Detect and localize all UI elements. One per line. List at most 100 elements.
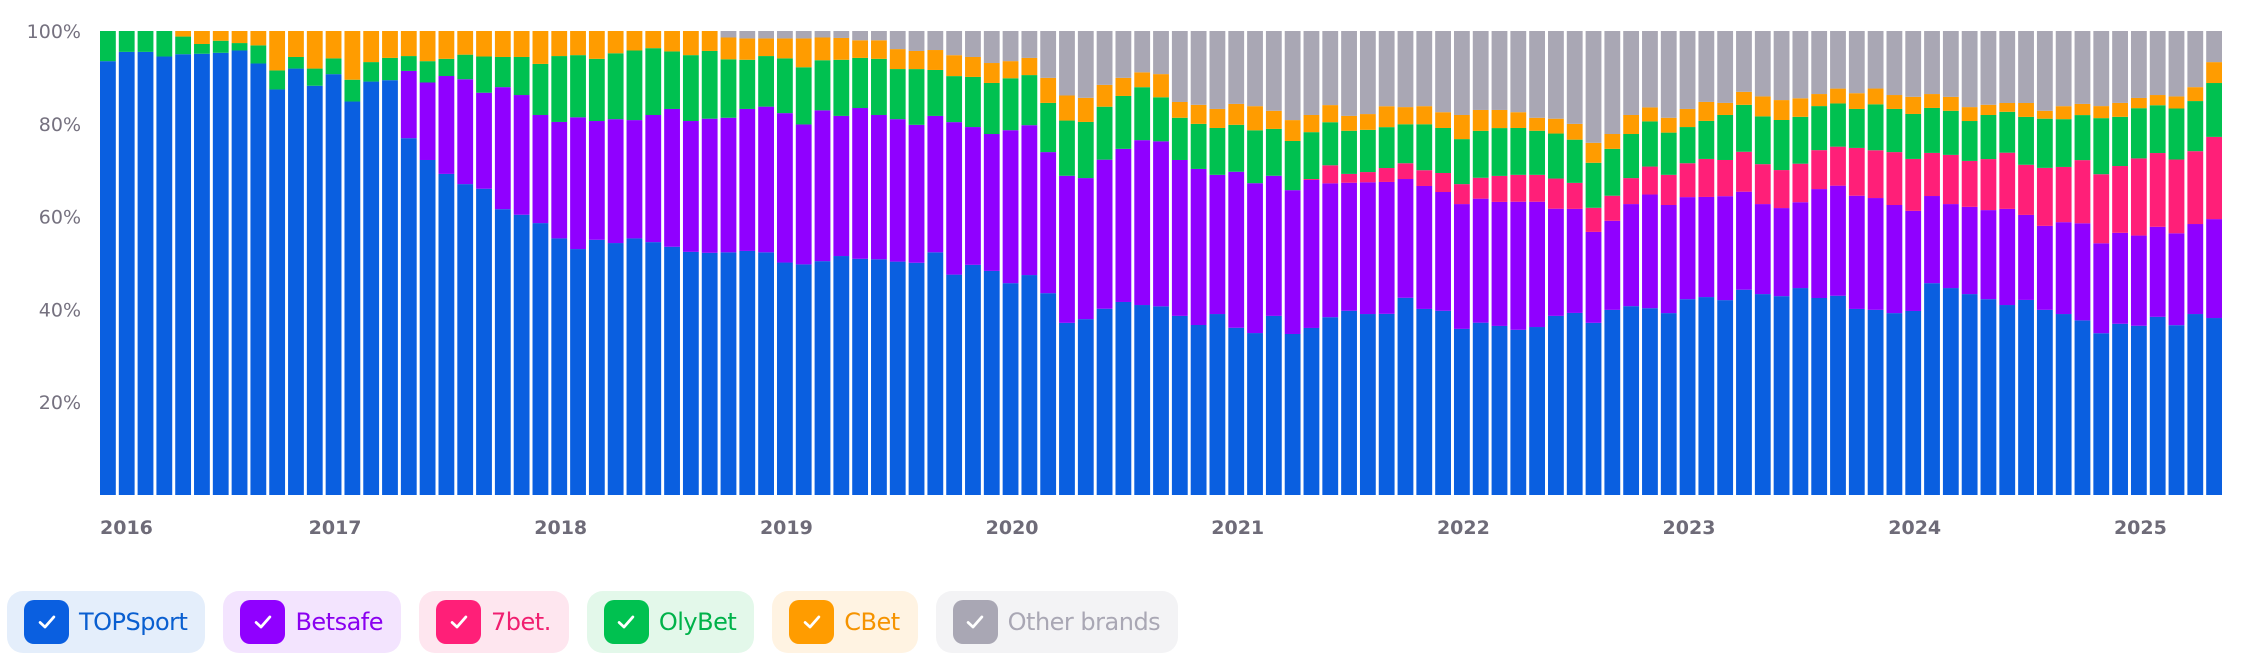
bar-segment-topsport[interactable] (212, 52, 229, 496)
bar-segment-cbet[interactable] (1472, 109, 1489, 131)
bar-stack[interactable] (1660, 31, 1677, 495)
bar-segment-topsport[interactable] (175, 54, 192, 495)
bar-segment-topsport[interactable] (682, 251, 699, 495)
bar-stack[interactable] (776, 31, 793, 495)
bar-segment-other-brands[interactable] (889, 31, 906, 50)
bar-stack[interactable] (551, 31, 568, 495)
bar-segment-cbet[interactable] (871, 40, 887, 59)
bar-segment-topsport[interactable] (288, 68, 304, 495)
bar-stack[interactable] (1153, 31, 1169, 495)
bar-segment-7bet[interactable] (1585, 207, 1602, 232)
bar-segment-cbet[interactable] (983, 63, 1000, 83)
bar-segment-olybet[interactable] (1792, 116, 1809, 164)
bar-segment-topsport[interactable] (701, 252, 718, 495)
bar-segment-cbet[interactable] (1190, 104, 1207, 124)
bar-segment-7bet[interactable] (1529, 174, 1546, 202)
bar-stack[interactable] (476, 31, 492, 495)
bar-segment-olybet[interactable] (1359, 129, 1376, 173)
bar-stack[interactable] (1115, 31, 1132, 495)
bar-segment-cbet[interactable] (438, 31, 455, 59)
bar-segment-olybet[interactable] (1040, 102, 1057, 153)
bar-segment-topsport[interactable] (1585, 322, 1602, 495)
bar-segment-cbet[interactable] (1077, 97, 1094, 122)
bar-segment-topsport[interactable] (100, 61, 116, 495)
bar-segment-betsafe[interactable] (682, 121, 699, 252)
bar-segment-cbet[interactable] (758, 38, 774, 57)
bar-segment-topsport[interactable] (476, 188, 492, 495)
bar-segment-cbet[interactable] (739, 38, 756, 60)
bar-stack[interactable] (1359, 31, 1376, 495)
bar-segment-7bet[interactable] (1905, 158, 1922, 211)
bar-segment-cbet[interactable] (1171, 101, 1188, 118)
legend-checkbox[interactable] (952, 600, 998, 644)
bar-segment-cbet[interactable] (1359, 114, 1376, 130)
bar-stack[interactable] (2149, 31, 2166, 495)
bar-segment-7bet[interactable] (1698, 158, 1715, 197)
bar-segment-topsport[interactable] (1642, 308, 1658, 495)
bar-stack[interactable] (1867, 31, 1884, 495)
bar-segment-olybet[interactable] (1604, 148, 1621, 196)
legend-item-cbet[interactable]: CBet (772, 591, 918, 653)
bar-segment-topsport[interactable] (1134, 305, 1151, 495)
bar-stack[interactable] (1642, 31, 1658, 495)
bar-segment-olybet[interactable] (2055, 119, 2072, 167)
bar-segment-topsport[interactable] (1604, 309, 1621, 495)
bar-segment-betsafe[interactable] (871, 114, 887, 260)
bar-stack[interactable] (871, 31, 887, 495)
bar-segment-olybet[interactable] (1209, 127, 1226, 175)
bar-stack[interactable] (701, 31, 718, 495)
bar-segment-other-brands[interactable] (1660, 31, 1677, 118)
bar-segment-betsafe[interactable] (400, 70, 417, 139)
bar-stack[interactable] (1247, 31, 1263, 495)
bar-segment-other-brands[interactable] (1416, 31, 1433, 107)
bar-segment-cbet[interactable] (1999, 102, 2016, 112)
bar-segment-other-brands[interactable] (2206, 31, 2222, 63)
bar-segment-cbet[interactable] (551, 31, 568, 57)
bar-segment-topsport[interactable] (626, 238, 643, 495)
bar-segment-topsport[interactable] (551, 238, 568, 495)
bar-segment-topsport[interactable] (1830, 295, 1846, 495)
bar-stack[interactable] (2206, 31, 2222, 495)
bar-segment-olybet[interactable] (1115, 95, 1132, 149)
bar-segment-cbet[interactable] (2130, 97, 2147, 109)
bar-segment-other-brands[interactable] (1171, 31, 1188, 102)
bar-segment-topsport[interactable] (2055, 314, 2072, 495)
bar-segment-olybet[interactable] (1905, 113, 1922, 159)
bar-stack[interactable] (532, 31, 549, 495)
bar-stack[interactable] (118, 31, 135, 495)
bar-segment-cbet[interactable] (1134, 72, 1151, 88)
bar-segment-betsafe[interactable] (1378, 181, 1395, 314)
bar-segment-7bet[interactable] (1472, 177, 1489, 199)
bar-segment-other-brands[interactable] (814, 31, 831, 38)
bar-segment-7bet[interactable] (1961, 160, 1978, 207)
bar-segment-cbet[interactable] (1040, 77, 1057, 103)
bar-segment-topsport[interactable] (664, 246, 680, 495)
bar-segment-topsport[interactable] (833, 256, 850, 495)
bar-segment-cbet[interactable] (626, 31, 643, 51)
bar-stack[interactable] (720, 31, 737, 495)
bar-segment-betsafe[interactable] (457, 79, 474, 185)
bar-stack[interactable] (889, 31, 906, 495)
bar-segment-cbet[interactable] (1830, 88, 1846, 104)
bar-segment-topsport[interactable] (871, 259, 887, 495)
bar-segment-other-brands[interactable] (1284, 31, 1301, 121)
bar-segment-betsafe[interactable] (1397, 179, 1414, 298)
bar-segment-other-brands[interactable] (2074, 31, 2091, 104)
bar-stack[interactable] (1585, 31, 1602, 495)
legend-checkbox[interactable] (24, 600, 69, 644)
bar-segment-cbet[interactable] (1153, 74, 1169, 98)
bar-segment-olybet[interactable] (269, 70, 286, 90)
bar-segment-other-brands[interactable] (1453, 31, 1470, 115)
bar-segment-betsafe[interactable] (1040, 152, 1057, 294)
bar-segment-betsafe[interactable] (2093, 243, 2110, 334)
bar-segment-olybet[interactable] (344, 79, 361, 102)
bar-segment-olybet[interactable] (457, 54, 474, 80)
bar-segment-betsafe[interactable] (908, 124, 925, 263)
bar-segment-olybet[interactable] (1228, 124, 1245, 172)
bar-segment-olybet[interactable] (2130, 108, 2147, 159)
bar-segment-topsport[interactable] (1021, 275, 1038, 495)
bar-segment-betsafe[interactable] (739, 108, 756, 251)
bar-segment-topsport[interactable] (269, 89, 286, 496)
bar-segment-betsafe[interactable] (1830, 185, 1846, 296)
bar-stack[interactable] (2036, 31, 2053, 495)
